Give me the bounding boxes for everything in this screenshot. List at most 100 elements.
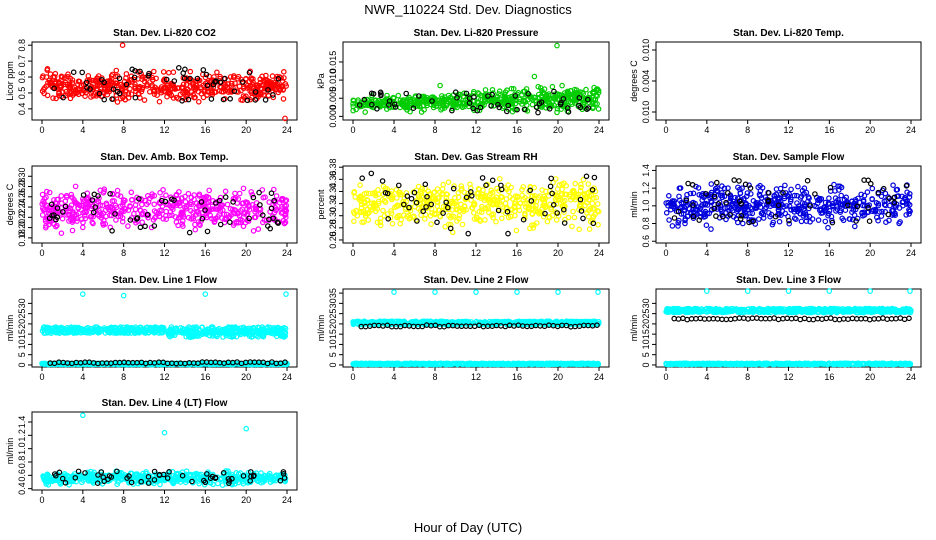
reference-point [169, 196, 175, 203]
y-tick-label: 0.26 [328, 231, 338, 249]
reference-point [50, 212, 57, 218]
reference-point [220, 96, 227, 103]
data-point [46, 189, 53, 196]
data-point [193, 200, 200, 206]
data-point [123, 75, 129, 81]
data-point [540, 202, 547, 209]
data-point [89, 203, 96, 210]
x-tick-label: 24 [906, 125, 916, 135]
y-tick-label: 0 [328, 362, 338, 367]
data-point [45, 221, 52, 228]
data-point [159, 195, 166, 202]
data-point [589, 200, 596, 207]
x-tick-label: 12 [783, 125, 793, 135]
data-point [447, 97, 453, 103]
reference-point [231, 88, 238, 95]
data-point [129, 196, 135, 203]
data-point [550, 95, 556, 102]
y-tick-label: 0.010 [641, 39, 651, 62]
data-point [755, 216, 762, 222]
reference-point [420, 208, 427, 215]
reference-point [576, 95, 583, 101]
data-point [428, 94, 435, 101]
data-point [160, 69, 167, 75]
reference-point [262, 97, 269, 103]
data-point [666, 217, 672, 223]
data-point [788, 186, 794, 193]
reference-point [424, 193, 430, 200]
reference-point [496, 104, 503, 111]
data-point [393, 187, 400, 193]
reference-point [512, 93, 519, 99]
data-point [864, 189, 871, 195]
data-point [96, 80, 102, 86]
data-point [595, 222, 601, 228]
data-point [64, 81, 71, 88]
data-point [66, 81, 73, 87]
reference-point [408, 195, 415, 202]
data-point [388, 188, 395, 194]
data-point [69, 77, 76, 83]
reference-point [550, 202, 557, 208]
data-point [73, 90, 79, 97]
x-tick-label: 24 [282, 372, 292, 382]
y-tick-label: 1.0 [641, 200, 651, 213]
data-point [72, 183, 79, 190]
data-point [176, 189, 182, 195]
reference-point [144, 211, 151, 218]
data-point [90, 220, 96, 227]
data-point [58, 200, 65, 207]
data-point [708, 181, 715, 187]
data-point [113, 217, 119, 223]
y-axis-label: percent [316, 189, 326, 220]
reference-point [271, 197, 277, 204]
y-tick-label: 0.26 [17, 188, 27, 206]
reference-point [580, 215, 586, 222]
x-tick-label: 20 [553, 372, 563, 382]
data-point [406, 94, 413, 101]
data-point [508, 184, 514, 191]
y-tick-label: 0.6 [641, 235, 651, 248]
reference-point [267, 225, 274, 232]
reference-point [368, 101, 375, 108]
data-point [558, 190, 565, 197]
series-points [39, 42, 290, 122]
reference-point [533, 104, 540, 111]
reference-point [391, 101, 398, 108]
data-point [255, 226, 262, 232]
data-point [822, 218, 829, 225]
data-point [782, 182, 788, 189]
reference-point [51, 85, 57, 92]
reference-point [479, 175, 486, 181]
reference-point [199, 215, 206, 222]
x-tick-label: 16 [512, 125, 522, 135]
data-point [484, 204, 491, 210]
reference-point [268, 190, 275, 197]
reference-point [59, 209, 66, 215]
data-point [64, 194, 70, 201]
data-point [50, 95, 56, 101]
y-tick-label: 0.28 [17, 178, 27, 196]
reference-point [116, 75, 123, 82]
data-point [236, 213, 243, 219]
reference-point [84, 85, 90, 91]
reference-point [132, 68, 138, 74]
reference-point [142, 223, 148, 230]
data-point [82, 215, 89, 222]
reference-point [230, 199, 236, 205]
data-point [44, 66, 51, 72]
data-point [449, 207, 455, 213]
reference-point [443, 199, 450, 206]
data-point [191, 196, 197, 203]
reference-point [471, 94, 477, 100]
data-point [54, 222, 60, 229]
data-point [85, 73, 92, 79]
data-point [530, 225, 537, 231]
data-point [468, 197, 474, 204]
panel-4: Stan. Dev. Amb. Box Temp.0 4 8 12 16 20 240.18… [5, 152, 298, 258]
data-point [183, 81, 190, 88]
data-point [365, 217, 372, 223]
reference-point [429, 98, 435, 104]
